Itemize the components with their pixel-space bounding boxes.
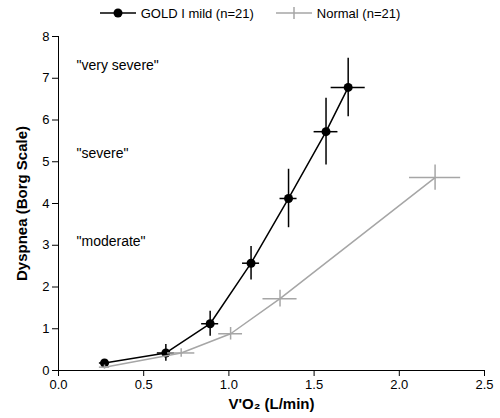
svg-text:"moderate": "moderate": [77, 233, 146, 249]
svg-text:5: 5: [42, 154, 49, 169]
svg-text:2.5: 2.5: [475, 377, 493, 392]
svg-text:"very severe": "very severe": [77, 57, 159, 73]
svg-text:1: 1: [42, 321, 49, 336]
svg-text:6: 6: [42, 112, 49, 127]
svg-text:"severe": "severe": [77, 145, 129, 161]
html-text:Normal (n=21): Normal (n=21): [316, 5, 401, 21]
svg-text:0: 0: [42, 363, 49, 378]
svg-text:1.5: 1.5: [305, 377, 323, 392]
svg-text:7: 7: [42, 70, 49, 85]
svg-text:V'O₂ (L/min): V'O₂ (L/min): [228, 395, 314, 412]
html-text:GOLD I mild (n=21): GOLD I mild (n=21): [140, 5, 254, 21]
svg-text:0.5: 0.5: [135, 377, 153, 392]
svg-text:3: 3: [42, 237, 49, 252]
svg-text:1.0: 1.0: [220, 377, 238, 392]
svg-text:Dyspnea (Borg Scale): Dyspnea (Borg Scale): [13, 126, 30, 281]
svg-text:2: 2: [42, 279, 49, 294]
svg-text:4: 4: [42, 196, 49, 211]
svg-text:8: 8: [42, 29, 49, 44]
svg-text:2.0: 2.0: [390, 377, 408, 392]
svg-text:0.0: 0.0: [49, 377, 67, 392]
